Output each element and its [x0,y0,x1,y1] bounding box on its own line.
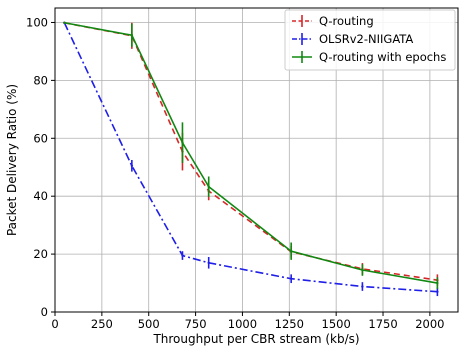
x-tick-label: 2000 [415,317,444,331]
legend-label: Q-routing [319,14,374,28]
legend-label: OLSRv2-NIIGATA [319,32,413,46]
legend-item: OLSRv2-NIIGATA [292,32,413,46]
data-point [289,277,293,280]
legend-item: Q-routing [292,14,374,28]
y-tick-label: 80 [33,73,48,87]
data-point [361,285,364,288]
x-tick-label: 250 [91,317,113,331]
series-3 [63,21,439,289]
plot-frame [54,7,459,313]
x-tick-label: 500 [138,317,160,331]
data-point [181,254,184,257]
x-tick-label: 1750 [368,317,397,331]
series-layer [63,21,439,297]
series-2 [63,21,439,297]
legend: Q-routing OLSRv2-NIIGATA Q-routing with ep… [284,9,456,71]
data-point [289,250,293,253]
data-point [207,261,210,264]
x-tick-label: 0 [51,317,58,331]
axis-ticks: 0 250 500 750 1000 1250 1500 1750 2000 0 20 40 60 80 1… [26,15,444,331]
x-axis-label: Throughput per CBR stream (kb/s) [152,332,359,346]
data-point [130,34,134,37]
data-point [436,290,439,293]
data-point [130,164,134,167]
data-point [436,281,439,285]
y-tick-label: 20 [33,247,48,261]
data-point [63,21,66,24]
y-tick-label: 0 [41,305,48,319]
x-tick-label: 1500 [322,317,351,331]
x-tick-label: 750 [185,317,207,331]
legend-box [284,9,456,71]
data-point [207,185,210,188]
y-tick-label: 60 [33,131,48,145]
legend-items: Q-routing OLSRv2-NIIGATA Q-routing with ep… [292,14,446,64]
x-tick-label: 1000 [228,317,257,331]
x-tick-label: 1250 [275,317,304,331]
data-point [181,141,184,144]
data-point [361,268,364,272]
legend-item: Q-routing with epochs [292,50,446,64]
y-tick-label: 100 [26,15,48,29]
y-tick-label: 40 [33,189,48,203]
y-axis-label: Packet Delivery Ratio (%) [5,84,19,236]
legend-label: Q-routing with epochs [319,50,446,64]
